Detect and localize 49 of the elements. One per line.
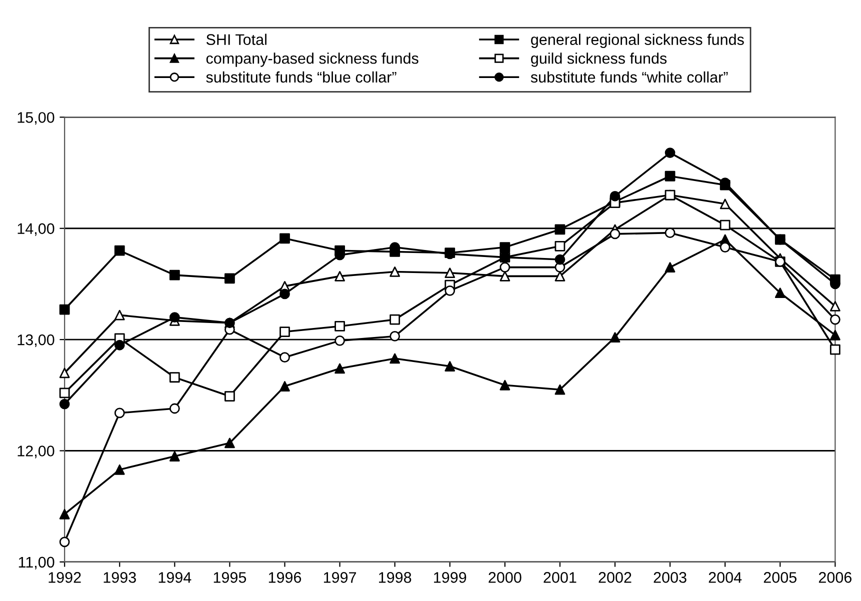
y-tick-label: 15,00 bbox=[18, 112, 54, 125]
point bbox=[500, 270, 510, 282]
x-tick-label: 2005 bbox=[764, 572, 796, 583]
x-tick-label: 2004 bbox=[708, 572, 742, 583]
point bbox=[334, 270, 345, 282]
point bbox=[114, 464, 125, 475]
x-tick-label: 1997 bbox=[324, 572, 356, 583]
x-tick-label: 1998 bbox=[379, 572, 412, 583]
point bbox=[444, 268, 456, 278]
x-tick-label: 1996 bbox=[268, 572, 302, 583]
point bbox=[280, 381, 290, 392]
x-tick-label: 2001 bbox=[544, 572, 576, 583]
point bbox=[554, 384, 566, 395]
legend-label: guild sickness funds bbox=[531, 52, 667, 67]
y-tick-label: 12,00 bbox=[18, 446, 54, 458]
point bbox=[444, 361, 456, 372]
x-tick-label: 1994 bbox=[158, 572, 192, 583]
x-tick-label: 2006 bbox=[818, 572, 852, 583]
legend-label: substitute funds “white collar” bbox=[530, 71, 728, 83]
point bbox=[554, 270, 566, 282]
point bbox=[114, 310, 125, 320]
x-tick-label: 1992 bbox=[48, 572, 81, 583]
legend-label: substitute funds “blue collar” bbox=[206, 71, 396, 83]
x-tick-label: 1993 bbox=[104, 572, 136, 583]
point bbox=[390, 266, 400, 277]
point bbox=[720, 198, 730, 210]
point bbox=[334, 363, 345, 374]
point bbox=[610, 332, 620, 343]
point bbox=[59, 368, 70, 378]
y-tick-label: 11,00 bbox=[18, 556, 54, 570]
point bbox=[664, 262, 676, 272]
x-tick-label: 1995 bbox=[214, 572, 246, 583]
y-tick-label: 13,00 bbox=[18, 334, 54, 348]
point bbox=[830, 301, 840, 312]
point bbox=[169, 451, 180, 462]
point bbox=[774, 288, 786, 298]
point bbox=[390, 353, 400, 364]
x-tick-label: 2003 bbox=[654, 572, 686, 583]
x-tick-label: 2000 bbox=[488, 572, 522, 583]
point bbox=[59, 508, 70, 520]
legend-label: SHI Total bbox=[206, 34, 266, 45]
legend-label: general regional sickness funds bbox=[531, 34, 744, 48]
x-tick-label: 2002 bbox=[598, 572, 632, 583]
point bbox=[500, 380, 510, 390]
y-tick-label: 14,00 bbox=[18, 223, 54, 236]
x-tick-label: 1999 bbox=[434, 572, 466, 583]
point bbox=[224, 438, 235, 448]
legend-label: company-based sickness funds bbox=[206, 52, 418, 67]
point bbox=[830, 330, 840, 340]
